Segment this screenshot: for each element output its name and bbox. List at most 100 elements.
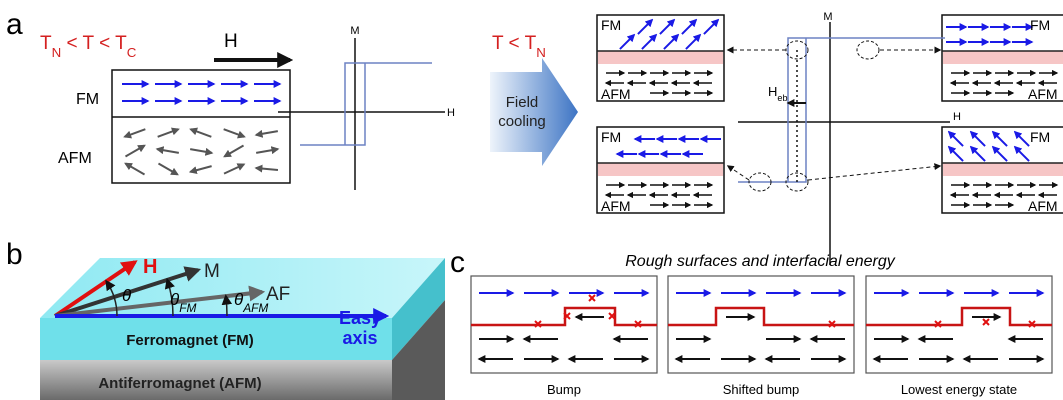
spin-arrow — [124, 162, 146, 176]
text-part: b — [6, 238, 23, 271]
text-part: M — [204, 261, 220, 282]
fm-side — [392, 258, 445, 360]
frustration-mark — [634, 320, 642, 328]
frustration-mark — [828, 320, 836, 328]
subscript: N — [536, 45, 546, 60]
subscript: AFM — [242, 301, 268, 315]
text-part: c — [450, 246, 465, 279]
text-part: AFM — [58, 150, 92, 167]
text-part: FM — [1030, 17, 1050, 33]
text-part: Antiferromagnet (AFM) — [98, 375, 261, 392]
text-part: AF — [266, 284, 290, 305]
text-part: H — [768, 84, 777, 99]
text-part: Lowest energy state — [901, 382, 1017, 397]
text-part: Rough surfaces and interfacial energy — [625, 253, 895, 270]
cooling-condition: T < TN — [492, 33, 546, 60]
spin-arrow — [969, 145, 986, 162]
state-label: AFM — [1028, 86, 1058, 102]
spin-arrow — [189, 127, 212, 138]
spin-arrow — [123, 128, 146, 139]
loop-marker — [856, 40, 880, 60]
text-part: T < T — [492, 33, 537, 54]
arrow-text: Field — [506, 94, 539, 111]
fm-layer — [40, 318, 392, 360]
text-part: AFM — [1028, 86, 1058, 102]
spin-arrow — [969, 130, 986, 147]
state-label: FM — [601, 129, 621, 145]
frustration-mark — [982, 318, 990, 326]
text-part: Easy — [339, 308, 381, 328]
vector — [54, 266, 202, 318]
text-part: Bump — [547, 382, 581, 397]
frustration-mark — [608, 312, 616, 320]
state-label: FM — [601, 17, 621, 33]
dashed-pointer — [807, 163, 942, 181]
text-part: M — [350, 25, 359, 37]
spin-arrow — [947, 145, 964, 162]
spin-arrow — [703, 18, 720, 35]
spin-arrow — [641, 33, 658, 50]
spin-arrow — [1013, 130, 1030, 147]
text-part: Ferromagnet (FM) — [126, 332, 254, 349]
state-label: AFM — [601, 198, 631, 214]
spin-arrow — [685, 33, 702, 50]
loop-marker — [748, 172, 772, 192]
text-part: M — [823, 11, 832, 23]
text-part: < T < T — [61, 33, 127, 54]
spin-arrow — [155, 146, 180, 155]
interface-line — [471, 306, 657, 327]
shifted-loop — [738, 37, 945, 183]
spin-arrow — [619, 33, 636, 50]
spin-arrow — [124, 144, 146, 158]
afm-side — [392, 300, 445, 400]
text-part: H — [224, 31, 238, 52]
state-label: AFM — [601, 86, 631, 102]
loop-marker — [785, 172, 809, 192]
interface-band — [943, 51, 1063, 64]
spin-arrow — [637, 18, 654, 35]
subscript: eb — [777, 93, 787, 103]
easy-axis-label: Easy — [339, 308, 381, 328]
text-part: H — [143, 256, 157, 278]
caption: Lowest energy state — [901, 382, 1017, 397]
vector — [53, 260, 138, 318]
field-label: H — [224, 31, 238, 52]
angle-arc — [164, 277, 175, 317]
condition: TN < T < TC — [40, 33, 137, 60]
vector-label: AF — [266, 284, 290, 305]
text-part: FM — [601, 17, 621, 33]
caption: Shifted bump — [723, 382, 800, 397]
spin-arrow — [189, 147, 214, 156]
frustration-mark — [934, 320, 942, 328]
text-part: AFM — [1028, 198, 1058, 214]
easy-axis-label: axis — [342, 328, 377, 348]
text-part: FM — [76, 91, 99, 108]
angle-label: θ — [122, 286, 132, 305]
panel-label: b — [6, 238, 23, 271]
bilayer-box — [111, 69, 291, 184]
layer-name: Antiferromagnet (AFM) — [98, 375, 261, 392]
panel-title: Rough surfaces and interfacial energy — [625, 253, 895, 270]
spin-arrow — [947, 130, 964, 147]
text-part: axis — [342, 328, 377, 348]
panel-label: a — [6, 8, 23, 41]
text-part: Shifted bump — [723, 382, 800, 397]
spin-arrow — [659, 18, 676, 35]
caption: Bump — [547, 382, 581, 397]
layer-name: Ferromagnet (FM) — [126, 332, 254, 349]
interface-band — [598, 51, 723, 64]
layer-label: FM — [76, 91, 99, 108]
interface-band — [943, 163, 1063, 176]
text-part: T — [40, 33, 52, 54]
spin-arrow — [223, 163, 246, 175]
interface-line — [668, 306, 854, 327]
axis-label: M — [823, 11, 832, 23]
spin-arrow — [254, 164, 279, 173]
spin-arrow — [188, 165, 212, 175]
angle-arc — [105, 279, 118, 317]
text-part: θ — [170, 290, 180, 309]
spin-arrow — [223, 144, 245, 158]
text-part: FM — [1030, 129, 1050, 145]
